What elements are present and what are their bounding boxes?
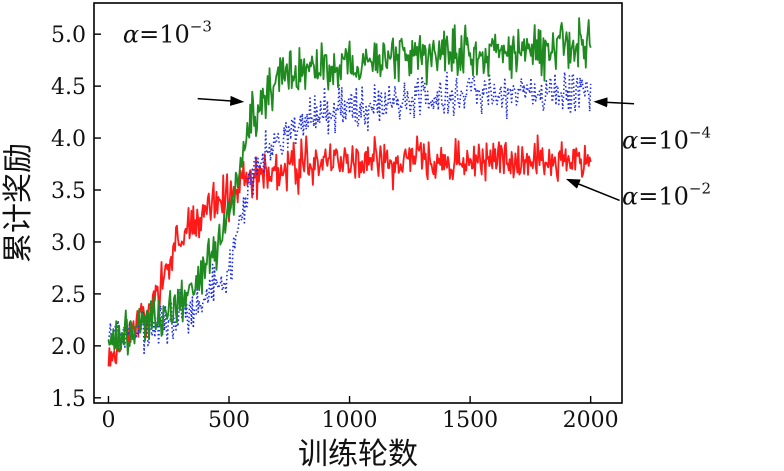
series-label-exponent: −3	[190, 17, 212, 35]
y-tick-label: 1.5	[51, 387, 86, 412]
series-label-symbol: α	[622, 183, 638, 211]
series-label-eq: =	[139, 20, 159, 48]
series-label-eq: =	[638, 183, 658, 211]
series-label-exponent: −2	[689, 180, 711, 198]
series-label-exponent: −4	[689, 123, 711, 141]
series-label-base: 10	[658, 126, 689, 154]
series-label-symbol: α	[622, 126, 638, 154]
series-label-base: 10	[658, 183, 689, 211]
series-label-base: 10	[159, 20, 190, 48]
x-axis-title: 训练轮数	[298, 437, 418, 471]
series-line-1	[107, 71, 592, 355]
x-tick-label: 1500	[442, 408, 498, 433]
series-label-eq: =	[638, 126, 658, 154]
x-tick-label: 500	[208, 408, 250, 433]
series-label-1: α=10−4	[622, 123, 711, 154]
series-label-0: α=10−3	[123, 17, 212, 48]
y-axis-title: 累计奖励	[1, 143, 36, 263]
x-tick-label: 1000	[322, 408, 378, 433]
y-tick-label: 2.0	[51, 335, 86, 360]
annotation-arrow	[565, 178, 620, 202]
x-tick-label: 0	[101, 408, 115, 433]
series-line-2	[107, 134, 592, 367]
y-tick-label: 2.5	[51, 283, 86, 308]
y-tick-label: 3.5	[51, 179, 86, 204]
x-tick-label: 2000	[563, 408, 619, 433]
annotation-arrow	[197, 95, 245, 106]
plot-frame	[93, 2, 623, 404]
y-tick-label: 4.0	[51, 127, 86, 152]
y-tick-label: 4.5	[51, 75, 86, 100]
series-label-2: α=10−2	[622, 180, 711, 211]
y-tick-label: 3.0	[51, 231, 86, 256]
series-label-symbol: α	[123, 20, 139, 48]
y-tick-label: 5.0	[51, 23, 86, 48]
annotation-arrow	[593, 97, 635, 108]
series-line-0	[107, 17, 592, 356]
